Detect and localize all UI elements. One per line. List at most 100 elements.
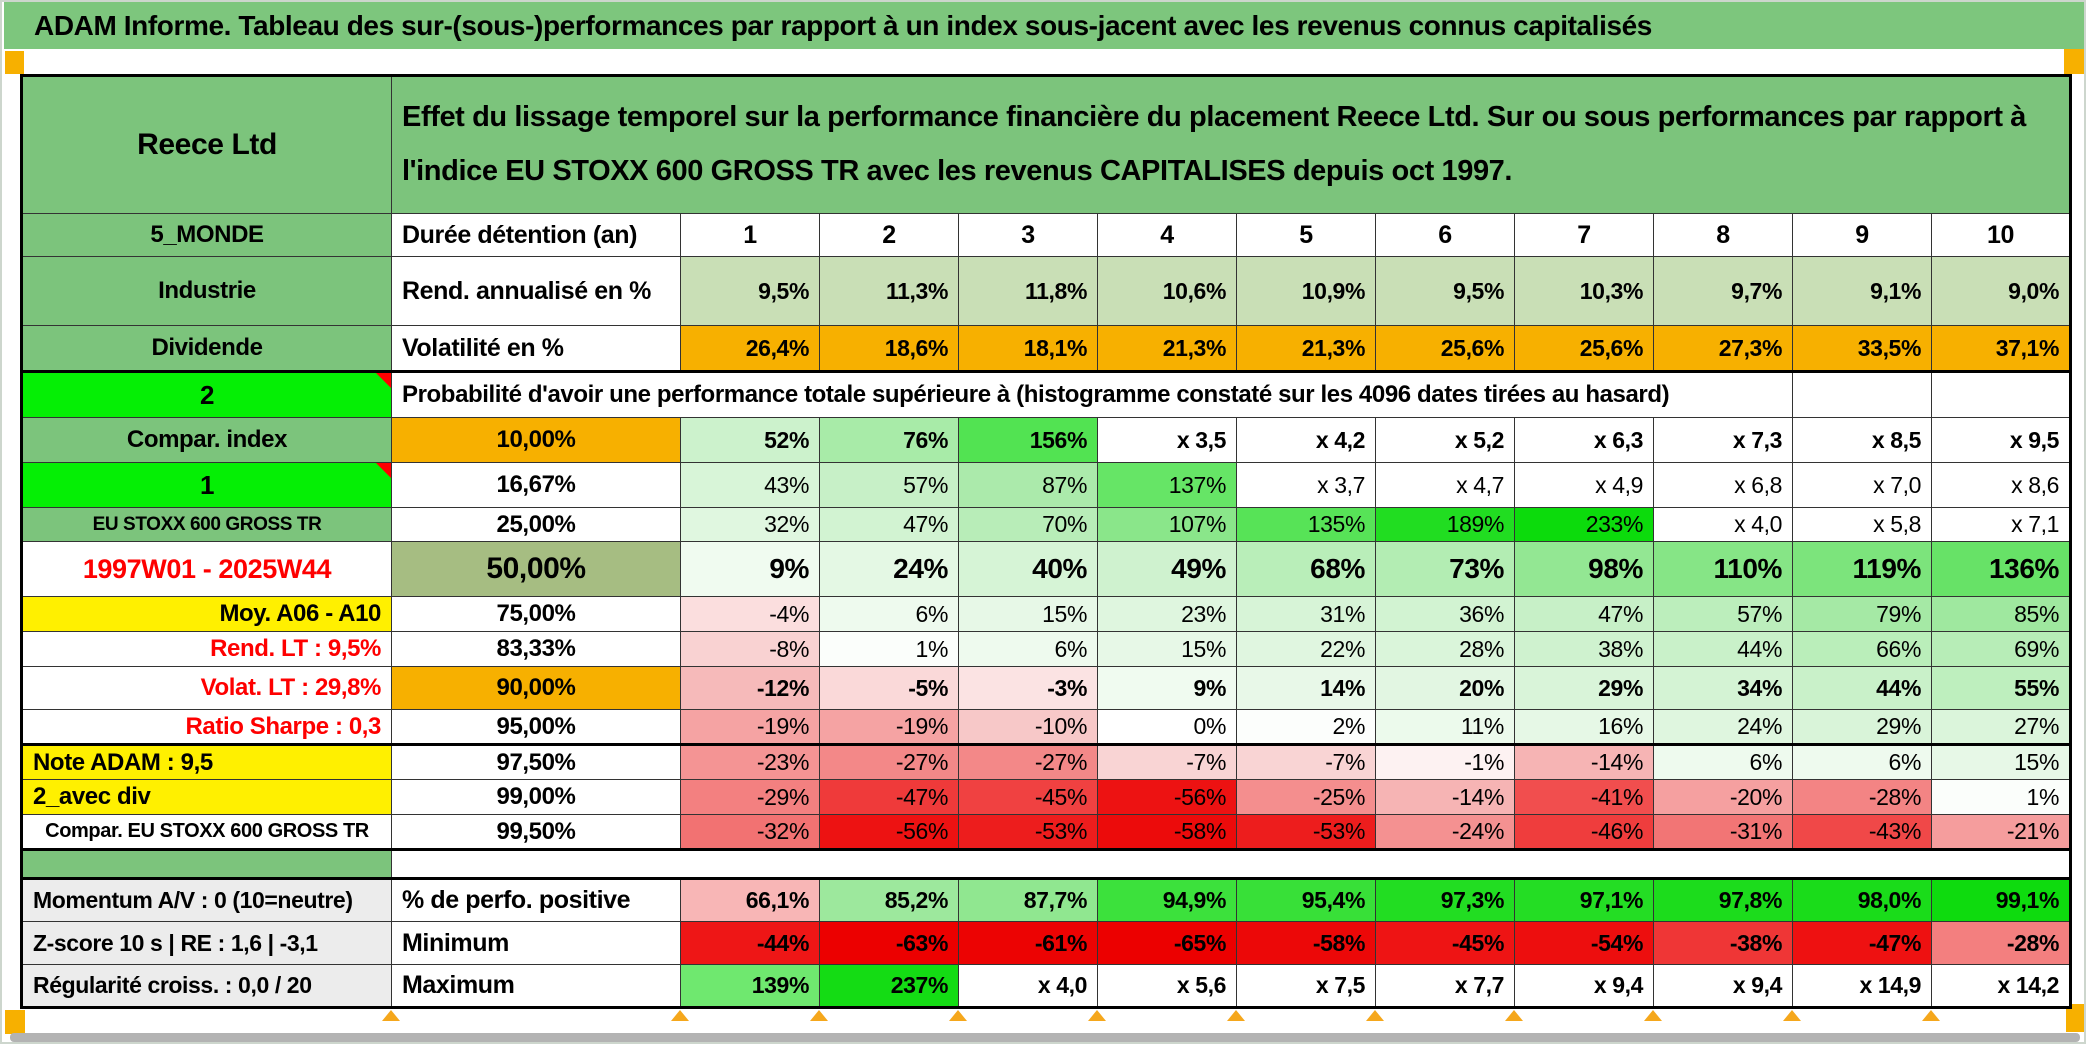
data-cell[interactable]: -27% — [819, 744, 959, 780]
data-cell[interactable]: 98,0% — [1792, 878, 1932, 922]
data-cell[interactable]: 79% — [1792, 596, 1932, 632]
data-cell[interactable]: 68% — [1236, 541, 1376, 597]
metric-label-cell[interactable]: 99,00% — [391, 779, 681, 815]
data-cell[interactable]: 43% — [680, 462, 820, 508]
empty-cell[interactable] — [1792, 371, 1932, 418]
data-cell[interactable]: 99,1% — [1931, 878, 2071, 922]
data-cell[interactable]: 70% — [958, 507, 1098, 542]
metric-label-cell[interactable]: Volatilité en % — [391, 325, 681, 373]
data-cell[interactable]: 27% — [1931, 709, 2071, 746]
data-cell[interactable]: -19% — [680, 709, 820, 746]
data-cell[interactable]: 6% — [1792, 744, 1932, 780]
metric-label-cell[interactable]: 25,00% — [391, 507, 681, 542]
data-cell[interactable]: -38% — [1653, 921, 1793, 965]
data-cell[interactable]: 9,7% — [1653, 256, 1793, 326]
data-cell[interactable]: 3 — [958, 213, 1098, 257]
data-cell[interactable]: -44% — [680, 921, 820, 965]
data-cell[interactable]: x 7,3 — [1653, 417, 1793, 463]
data-cell[interactable]: -8% — [680, 631, 820, 667]
data-cell[interactable]: -20% — [1653, 779, 1793, 815]
metric-label-cell[interactable]: % de perfo. positive — [391, 878, 681, 922]
data-cell[interactable]: 85% — [1931, 596, 2071, 632]
data-cell[interactable]: 1% — [819, 631, 959, 667]
data-cell[interactable]: -53% — [958, 814, 1098, 851]
data-cell[interactable]: 18,6% — [819, 325, 959, 373]
data-cell[interactable]: x 7,7 — [1375, 964, 1515, 1008]
data-cell[interactable]: x 5,2 — [1375, 417, 1515, 463]
data-cell[interactable]: 9% — [680, 541, 820, 597]
data-cell[interactable]: 9,5% — [680, 256, 820, 326]
data-cell[interactable]: -29% — [680, 779, 820, 815]
data-cell[interactable]: 10,9% — [1236, 256, 1376, 326]
row-header-cell[interactable]: Z-score 10 s | RE : 1,6 | -3,1 — [21, 921, 392, 965]
data-cell[interactable]: x 4,2 — [1236, 417, 1376, 463]
data-cell[interactable]: 11,3% — [819, 256, 959, 326]
data-cell[interactable]: 9 — [1792, 213, 1932, 257]
data-cell[interactable]: 44% — [1792, 666, 1932, 710]
data-cell[interactable]: 1% — [1931, 779, 2071, 815]
data-cell[interactable]: -5% — [819, 666, 959, 710]
row-header-cell[interactable]: Compar. EU STOXX 600 GROSS TR — [21, 814, 392, 851]
data-cell[interactable]: 98% — [1514, 541, 1654, 597]
data-cell[interactable]: -25% — [1236, 779, 1376, 815]
data-cell[interactable]: 97,1% — [1514, 878, 1654, 922]
data-cell[interactable]: -27% — [958, 744, 1098, 780]
data-cell[interactable]: -43% — [1792, 814, 1932, 851]
data-cell[interactable]: 29% — [1792, 709, 1932, 746]
data-cell[interactable]: -31% — [1653, 814, 1793, 851]
row-header-cell[interactable]: Dividende — [21, 325, 392, 373]
data-cell[interactable]: -19% — [819, 709, 959, 746]
data-cell[interactable]: -56% — [1097, 779, 1237, 815]
data-cell[interactable]: -28% — [1792, 779, 1932, 815]
data-cell[interactable]: -10% — [958, 709, 1098, 746]
data-cell[interactable]: 10,6% — [1097, 256, 1237, 326]
row-header-cell[interactable]: Reece Ltd — [21, 75, 392, 214]
row-header-cell[interactable] — [21, 849, 392, 880]
data-cell[interactable]: 21,3% — [1236, 325, 1376, 373]
metric-label-cell[interactable]: 50,00% — [391, 541, 681, 597]
data-cell[interactable]: -23% — [680, 744, 820, 780]
data-cell[interactable]: 34% — [1653, 666, 1793, 710]
data-cell[interactable]: -61% — [958, 921, 1098, 965]
description-cell[interactable]: Effet du lissage temporel sur la perform… — [391, 75, 2071, 214]
data-cell[interactable]: x 8,6 — [1931, 462, 2071, 508]
data-cell[interactable]: 16% — [1514, 709, 1654, 746]
data-cell[interactable]: x 14,9 — [1792, 964, 1932, 1008]
row-header-cell[interactable]: Compar. index — [21, 417, 392, 463]
data-cell[interactable]: 28% — [1375, 631, 1515, 667]
row-header-cell[interactable]: Note ADAM : 9,5 — [21, 744, 392, 780]
data-cell[interactable]: 237% — [819, 964, 959, 1008]
data-cell[interactable]: 6% — [819, 596, 959, 632]
metric-label-cell[interactable]: 10,00% — [391, 417, 681, 463]
data-cell[interactable]: 20% — [1375, 666, 1515, 710]
data-cell[interactable]: 26,4% — [680, 325, 820, 373]
data-cell[interactable]: 136% — [1931, 541, 2071, 597]
data-cell[interactable]: -21% — [1931, 814, 2071, 851]
data-cell[interactable]: -4% — [680, 596, 820, 632]
data-cell[interactable]: 1 — [680, 213, 820, 257]
data-cell[interactable]: -58% — [1236, 921, 1376, 965]
metric-label-cell[interactable]: 90,00% — [391, 666, 681, 710]
data-cell[interactable]: -47% — [819, 779, 959, 815]
data-cell[interactable]: x 7,0 — [1792, 462, 1932, 508]
data-cell[interactable]: 40% — [958, 541, 1098, 597]
data-cell[interactable]: 6% — [1653, 744, 1793, 780]
data-cell[interactable]: 25,6% — [1514, 325, 1654, 373]
row-header-cell[interactable]: 1 — [21, 462, 392, 508]
data-cell[interactable]: 7 — [1514, 213, 1654, 257]
data-cell[interactable]: 137% — [1097, 462, 1237, 508]
data-cell[interactable]: 31% — [1236, 596, 1376, 632]
data-cell[interactable]: 52% — [680, 417, 820, 463]
row-header-cell[interactable]: EU STOXX 600 GROSS TR — [21, 507, 392, 542]
data-cell[interactable]: -58% — [1097, 814, 1237, 851]
row-header-cell[interactable]: 2_avec div — [21, 779, 392, 815]
data-cell[interactable]: 15% — [958, 596, 1098, 632]
data-cell[interactable]: 24% — [819, 541, 959, 597]
data-cell[interactable]: 8 — [1653, 213, 1793, 257]
data-cell[interactable]: 33,5% — [1792, 325, 1932, 373]
data-cell[interactable]: -7% — [1236, 744, 1376, 780]
data-cell[interactable]: x 8,5 — [1792, 417, 1932, 463]
data-cell[interactable]: -24% — [1375, 814, 1515, 851]
data-cell[interactable]: 21,3% — [1097, 325, 1237, 373]
data-cell[interactable]: 66% — [1792, 631, 1932, 667]
